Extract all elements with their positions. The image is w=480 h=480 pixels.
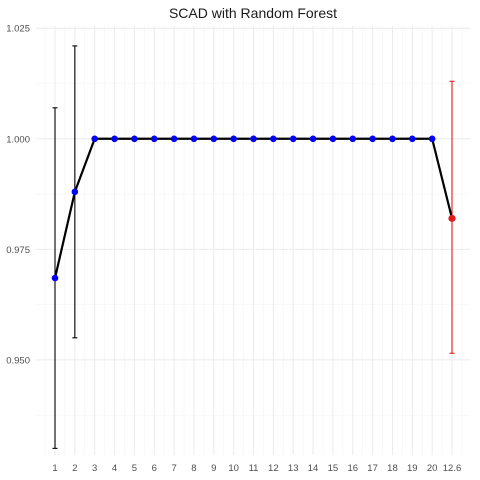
x-tick-label: 20 bbox=[427, 463, 438, 474]
data-point bbox=[71, 188, 79, 196]
x-tick-label: 8 bbox=[191, 463, 196, 474]
x-tick-label: 19 bbox=[407, 463, 418, 474]
data-point bbox=[250, 135, 257, 143]
x-tick-label: 2 bbox=[72, 463, 77, 474]
x-tick-label: 14 bbox=[308, 463, 319, 474]
data-point bbox=[131, 135, 138, 143]
x-tick-label: 15 bbox=[328, 463, 339, 474]
x-tick-label: 3 bbox=[92, 463, 97, 474]
x-tick-label: 10 bbox=[228, 463, 239, 474]
data-point bbox=[51, 274, 59, 282]
x-tick-label: 16 bbox=[347, 463, 358, 474]
x-tick-label: 4 bbox=[112, 463, 117, 474]
data-points bbox=[51, 135, 456, 282]
data-point bbox=[230, 135, 237, 143]
data-point bbox=[210, 135, 218, 143]
data-point bbox=[91, 135, 98, 143]
x-tick-label: 9 bbox=[211, 463, 216, 474]
x-tick-label: 11 bbox=[249, 463, 259, 474]
x-tick-label: 17 bbox=[367, 463, 378, 474]
data-point bbox=[329, 135, 337, 143]
data-point bbox=[349, 135, 357, 143]
x-tick-label: 5 bbox=[132, 463, 137, 474]
chart-title: SCAD with Random Forest bbox=[169, 5, 337, 21]
x-tick-label: 12.6 bbox=[443, 463, 462, 474]
data-point bbox=[389, 135, 396, 143]
y-tick-label: 1.000 bbox=[6, 134, 30, 145]
data-point bbox=[150, 135, 158, 143]
data-point bbox=[309, 135, 317, 143]
x-tick-label: 1 bbox=[52, 463, 57, 474]
data-point bbox=[270, 135, 277, 143]
x-tick-label: 18 bbox=[387, 463, 398, 474]
y-tick-label: 0.975 bbox=[6, 245, 30, 256]
data-point bbox=[190, 135, 198, 143]
data-point bbox=[289, 135, 297, 143]
y-tick-label: 0.950 bbox=[6, 355, 30, 366]
data-point bbox=[170, 135, 178, 143]
data-point bbox=[409, 135, 416, 143]
gridlines bbox=[36, 26, 470, 455]
y-tick-label: 1.025 bbox=[6, 24, 30, 35]
x-tick-label: 13 bbox=[288, 463, 299, 474]
x-tick-label: 6 bbox=[152, 463, 157, 474]
x-tick-label: 7 bbox=[171, 463, 176, 474]
highlight-point bbox=[448, 214, 456, 222]
data-point bbox=[111, 135, 118, 143]
x-tick-label: 12 bbox=[268, 463, 279, 474]
data-point bbox=[428, 135, 436, 143]
data-point bbox=[369, 135, 376, 143]
